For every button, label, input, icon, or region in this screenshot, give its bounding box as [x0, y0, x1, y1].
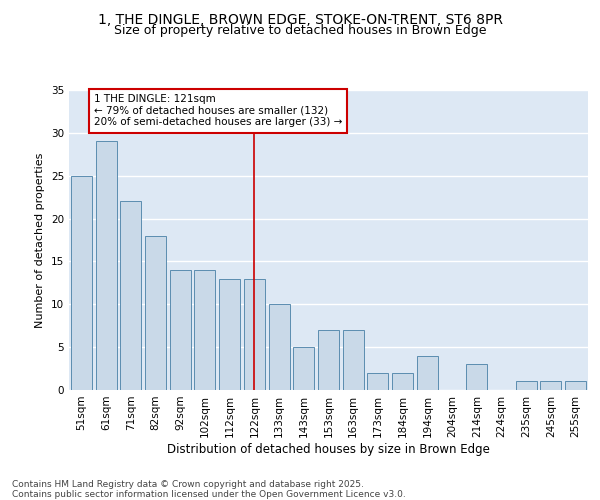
- Bar: [516, 382, 537, 390]
- Bar: [95, 142, 116, 390]
- Bar: [392, 373, 413, 390]
- Text: Size of property relative to detached houses in Brown Edge: Size of property relative to detached ho…: [114, 24, 486, 37]
- Bar: [541, 382, 562, 390]
- Bar: [343, 330, 364, 390]
- Bar: [145, 236, 166, 390]
- Bar: [244, 278, 265, 390]
- Bar: [120, 202, 141, 390]
- Text: 1, THE DINGLE, BROWN EDGE, STOKE-ON-TRENT, ST6 8PR: 1, THE DINGLE, BROWN EDGE, STOKE-ON-TREN…: [97, 12, 503, 26]
- Y-axis label: Number of detached properties: Number of detached properties: [35, 152, 46, 328]
- Bar: [293, 347, 314, 390]
- X-axis label: Distribution of detached houses by size in Brown Edge: Distribution of detached houses by size …: [167, 442, 490, 456]
- Bar: [170, 270, 191, 390]
- Bar: [466, 364, 487, 390]
- Bar: [565, 382, 586, 390]
- Text: 1 THE DINGLE: 121sqm
← 79% of detached houses are smaller (132)
20% of semi-deta: 1 THE DINGLE: 121sqm ← 79% of detached h…: [94, 94, 342, 128]
- Bar: [367, 373, 388, 390]
- Text: Contains HM Land Registry data © Crown copyright and database right 2025.
Contai: Contains HM Land Registry data © Crown c…: [12, 480, 406, 500]
- Bar: [219, 278, 240, 390]
- Bar: [269, 304, 290, 390]
- Bar: [417, 356, 438, 390]
- Bar: [318, 330, 339, 390]
- Bar: [194, 270, 215, 390]
- Bar: [71, 176, 92, 390]
